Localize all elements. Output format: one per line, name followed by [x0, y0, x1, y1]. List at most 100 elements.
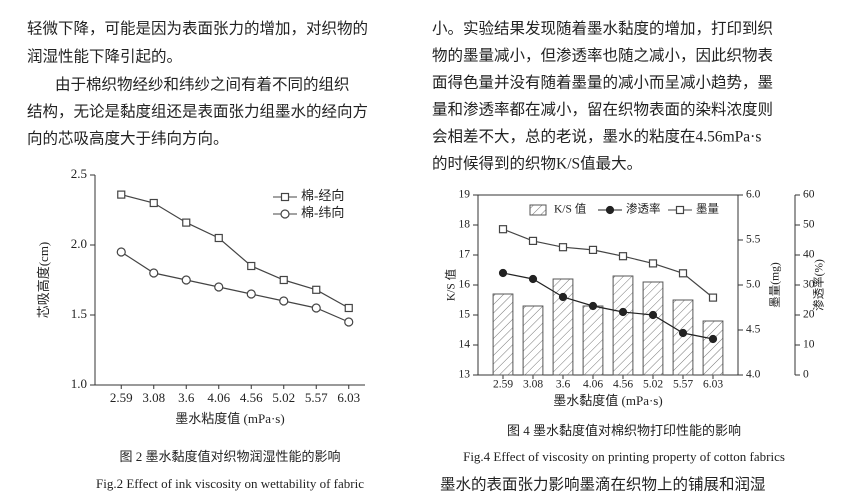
data-point — [311, 303, 321, 313]
data-point — [181, 275, 191, 285]
data-point — [149, 198, 158, 208]
y-tick-label: 20 — [803, 309, 815, 321]
bar — [582, 305, 604, 376]
y-tick-label: 4.0 — [746, 369, 761, 381]
legend-label: 墨量 — [696, 203, 719, 216]
x-tick-label: 5.57 — [305, 390, 328, 405]
body-text: 由于棉织物经纱和纬纱之间有着不同的组织 — [55, 76, 350, 94]
y-tick-label: 16 — [459, 279, 471, 291]
series-line — [502, 272, 714, 340]
legend-swatch — [529, 204, 547, 216]
data-point — [588, 301, 598, 311]
body-text: 量和渗透率都在减小，留在织物表面的染料浓度则 — [432, 101, 773, 119]
data-point — [708, 293, 718, 302]
data-point — [279, 275, 288, 285]
series-line — [502, 228, 714, 299]
y-tick-label: 5.0 — [746, 279, 761, 291]
legend-label: K/S 值 — [554, 203, 587, 216]
body-text: 轻微下降，可能是因为表面张力的增加，对织物的 — [27, 20, 368, 38]
data-point — [558, 243, 568, 252]
data-point — [214, 282, 224, 292]
x-tick-label: 4.56 — [240, 390, 263, 405]
x-tick-label: 4.56 — [613, 379, 633, 391]
series-line — [120, 251, 349, 323]
x-tick-label: 2.59 — [110, 390, 133, 405]
x-tick-label: 5.57 — [673, 379, 693, 391]
body-text: 的时候得到的织物K/S值最大。 — [432, 155, 642, 173]
y-tick-label: 50 — [803, 219, 815, 231]
bar — [672, 299, 694, 376]
legend-marker — [605, 205, 615, 215]
body-text: 面得色量并没有随着墨量的减小而呈减小趋势，墨 — [432, 74, 773, 92]
data-point — [214, 233, 223, 243]
data-point — [528, 236, 538, 245]
legend-marker — [675, 205, 685, 215]
body-text: 润湿性能下降引起的。 — [27, 48, 182, 66]
data-point — [678, 269, 688, 278]
y-tick-label: 10 — [803, 339, 815, 351]
plot-frame — [477, 194, 739, 376]
caption-cn: 图 4 墨水黏度值对棉织物打印性能的影响 — [507, 423, 741, 438]
data-point — [312, 285, 321, 294]
y-axis-label: 芯吸高度(cm) — [36, 242, 51, 319]
data-point — [498, 225, 508, 234]
x-tick-label: 6.03 — [703, 379, 723, 391]
caption-cn: 图 2 墨水黏度值对织物润湿性能的影响 — [119, 449, 340, 464]
data-point — [648, 259, 658, 268]
y-tick-label: 17 — [459, 249, 471, 261]
caption-en: Fig.2 Effect of ink viscosity on wettabi… — [96, 476, 364, 491]
y-tick-label: 60 — [803, 189, 815, 201]
data-point — [708, 334, 718, 344]
x-axis-label: 墨水黏度值 (mPa·s) — [553, 393, 662, 408]
legend-marker — [280, 192, 290, 202]
data-point — [648, 310, 658, 320]
data-point — [279, 296, 289, 306]
y-tick-label: 19 — [459, 189, 471, 201]
data-point — [498, 268, 508, 278]
y-tick-label: 40 — [803, 249, 815, 261]
x-tick-label: 5.02 — [643, 379, 663, 391]
data-point — [678, 328, 688, 338]
body-text: 物的墨量减小，但渗透率也随之减小，因此织物表 — [432, 47, 773, 65]
body-text: 小。实验结果发现随着墨水黏度的增加，打印到织 — [432, 20, 773, 38]
legend-label: 棉-纬向 — [301, 205, 344, 220]
y-tick-label: 30 — [803, 279, 815, 291]
y-tick-label: 1.0 — [71, 376, 87, 391]
bar — [612, 275, 634, 376]
y-axis-label: 墨量(mg) — [769, 262, 782, 308]
body-text: 结构，无论是黏度组还是表面张力组墨水的经向方 — [27, 103, 368, 121]
x-tick-label: 2.59 — [493, 379, 513, 391]
body-text: 向的芯吸高度大于纬向方向。 — [27, 130, 229, 148]
bar — [642, 281, 664, 376]
x-tick-label: 4.06 — [583, 379, 603, 391]
y-tick-label: 2.5 — [71, 166, 87, 181]
y-tick-label: 2.0 — [71, 236, 87, 251]
data-point — [344, 303, 353, 313]
y-tick-label: 4.5 — [746, 324, 761, 336]
data-point — [528, 274, 538, 284]
x-tick-label: 3.08 — [523, 379, 543, 391]
data-point — [618, 307, 628, 317]
data-point — [182, 218, 191, 227]
bar — [702, 320, 724, 376]
series-line — [121, 194, 350, 309]
legend-label: 棉-经向 — [301, 188, 344, 203]
y-tick-label: 15 — [459, 309, 471, 321]
data-point — [117, 190, 126, 199]
y-tick-label: 14 — [459, 339, 471, 351]
legend-label: 渗透率 — [626, 202, 661, 216]
bar — [522, 305, 544, 376]
data-point — [588, 245, 598, 254]
data-point — [618, 252, 628, 261]
x-tick-label: 4.06 — [207, 390, 230, 405]
x-tick-label: 3.08 — [142, 390, 165, 405]
body-text: 会相差不大，总的老说，墨水的粘度在4.56mPa·s — [432, 128, 761, 146]
x-axis-label: 墨水粘度值 (mPa·s) — [175, 411, 284, 426]
y-tick-label: 18 — [459, 219, 471, 231]
bar — [552, 278, 574, 376]
y-axis-label: K/S 值 — [445, 268, 458, 301]
legend-marker — [280, 209, 290, 219]
caption-en: Fig.4 Effect of viscosity on printing pr… — [463, 449, 785, 464]
data-point — [344, 317, 354, 327]
